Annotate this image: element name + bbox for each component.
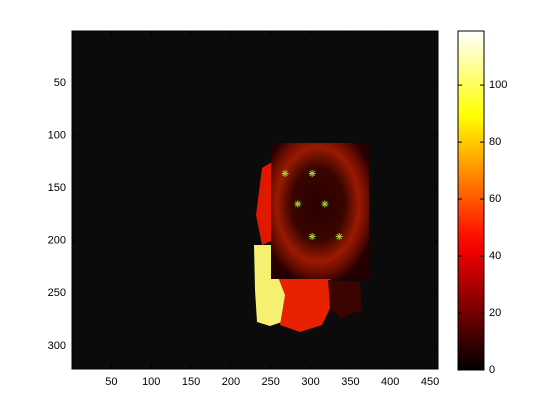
- image-background: [72, 31, 438, 369]
- x-tick-label: 400: [381, 376, 399, 388]
- x-tick-label: 200: [222, 376, 240, 388]
- region: [328, 280, 362, 318]
- colorbar-tick-label: 100: [489, 79, 507, 91]
- x-tick-label: 150: [182, 376, 200, 388]
- colorbar-tick-label: 20: [489, 307, 501, 319]
- y-tick-label: 250: [48, 287, 66, 299]
- colorbar-tick-label: 0: [489, 364, 495, 376]
- y-tick-label: 50: [54, 77, 66, 89]
- region: [276, 272, 334, 332]
- point: [294, 200, 302, 208]
- colorbar-frame: [457, 30, 485, 371]
- overlay-patch: [271, 143, 369, 279]
- point: [281, 169, 289, 177]
- axes-frame: [71, 30, 439, 370]
- colorbar-tick-label: 40: [489, 250, 501, 262]
- point: [308, 169, 316, 177]
- y-tick-label: 300: [48, 340, 66, 352]
- region: [256, 162, 274, 245]
- x-tick-label: 100: [142, 376, 160, 388]
- point: [321, 200, 329, 208]
- colorbar-tick-label: 60: [489, 193, 501, 205]
- x-tick-label: 50: [105, 376, 117, 388]
- point: [335, 233, 343, 241]
- point: [308, 233, 316, 241]
- x-tick-label: 350: [341, 376, 359, 388]
- colorbar-tick-label: 80: [489, 136, 501, 148]
- y-tick-label: 200: [48, 235, 66, 247]
- colorbar: [458, 31, 484, 370]
- x-tick-label: 300: [301, 376, 319, 388]
- image: [254, 143, 369, 332]
- y-tick-label: 100: [48, 130, 66, 142]
- x-tick-label: 450: [421, 376, 439, 388]
- x-tick-label: 250: [262, 376, 280, 388]
- y-tick-label: 150: [48, 182, 66, 194]
